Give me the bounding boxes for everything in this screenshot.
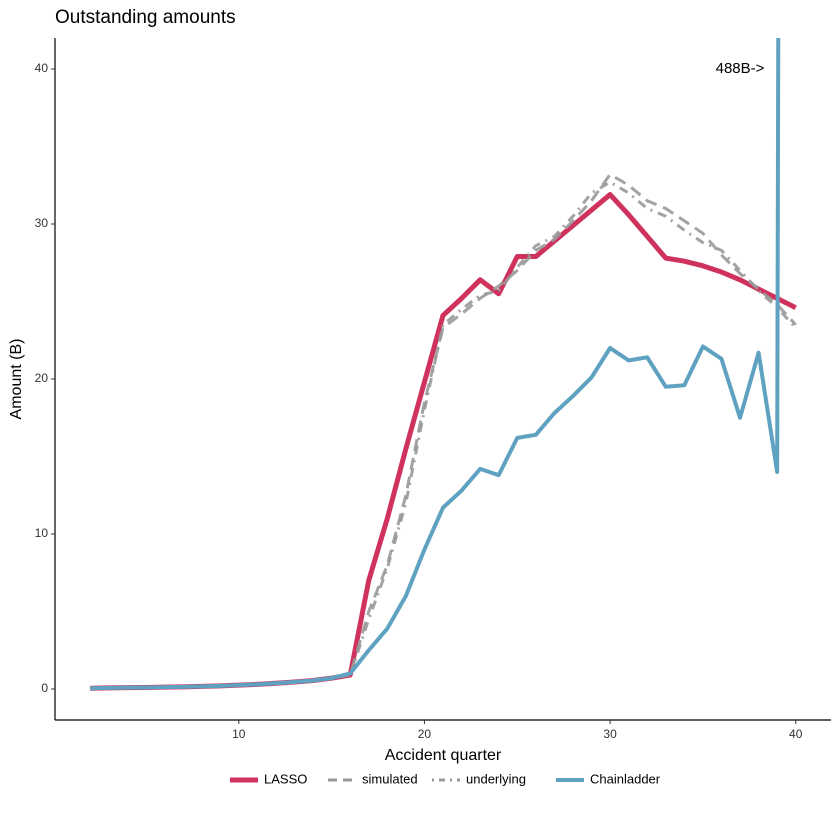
y-tick-label: 20 [35, 371, 49, 385]
chart-title: Outstanding amounts [55, 7, 236, 28]
y-tick-label: 30 [35, 216, 49, 230]
legend-label: LASSO [264, 771, 307, 786]
annotation: 488B-> [716, 60, 765, 77]
x-tick-label: 20 [418, 727, 432, 741]
y-tick-label: 40 [35, 61, 49, 75]
series-line [90, 172, 797, 690]
y-axis-title: Amount (B) [8, 339, 25, 420]
x-axis-title: Accident quarter [385, 747, 502, 764]
x-tick-label: 10 [232, 727, 246, 741]
series-line [90, 180, 797, 690]
x-tick-label: 30 [603, 727, 617, 741]
x-tick-label: 40 [789, 727, 803, 741]
legend-label: simulated [362, 771, 418, 786]
legend-label: underlying [466, 771, 526, 786]
y-tick-label: 10 [35, 526, 49, 540]
plot-area [90, 38, 797, 691]
series-line [90, 38, 781, 691]
series-line [90, 192, 797, 691]
y-tick-label: 0 [41, 681, 48, 695]
legend-label: Chainladder [590, 771, 661, 786]
